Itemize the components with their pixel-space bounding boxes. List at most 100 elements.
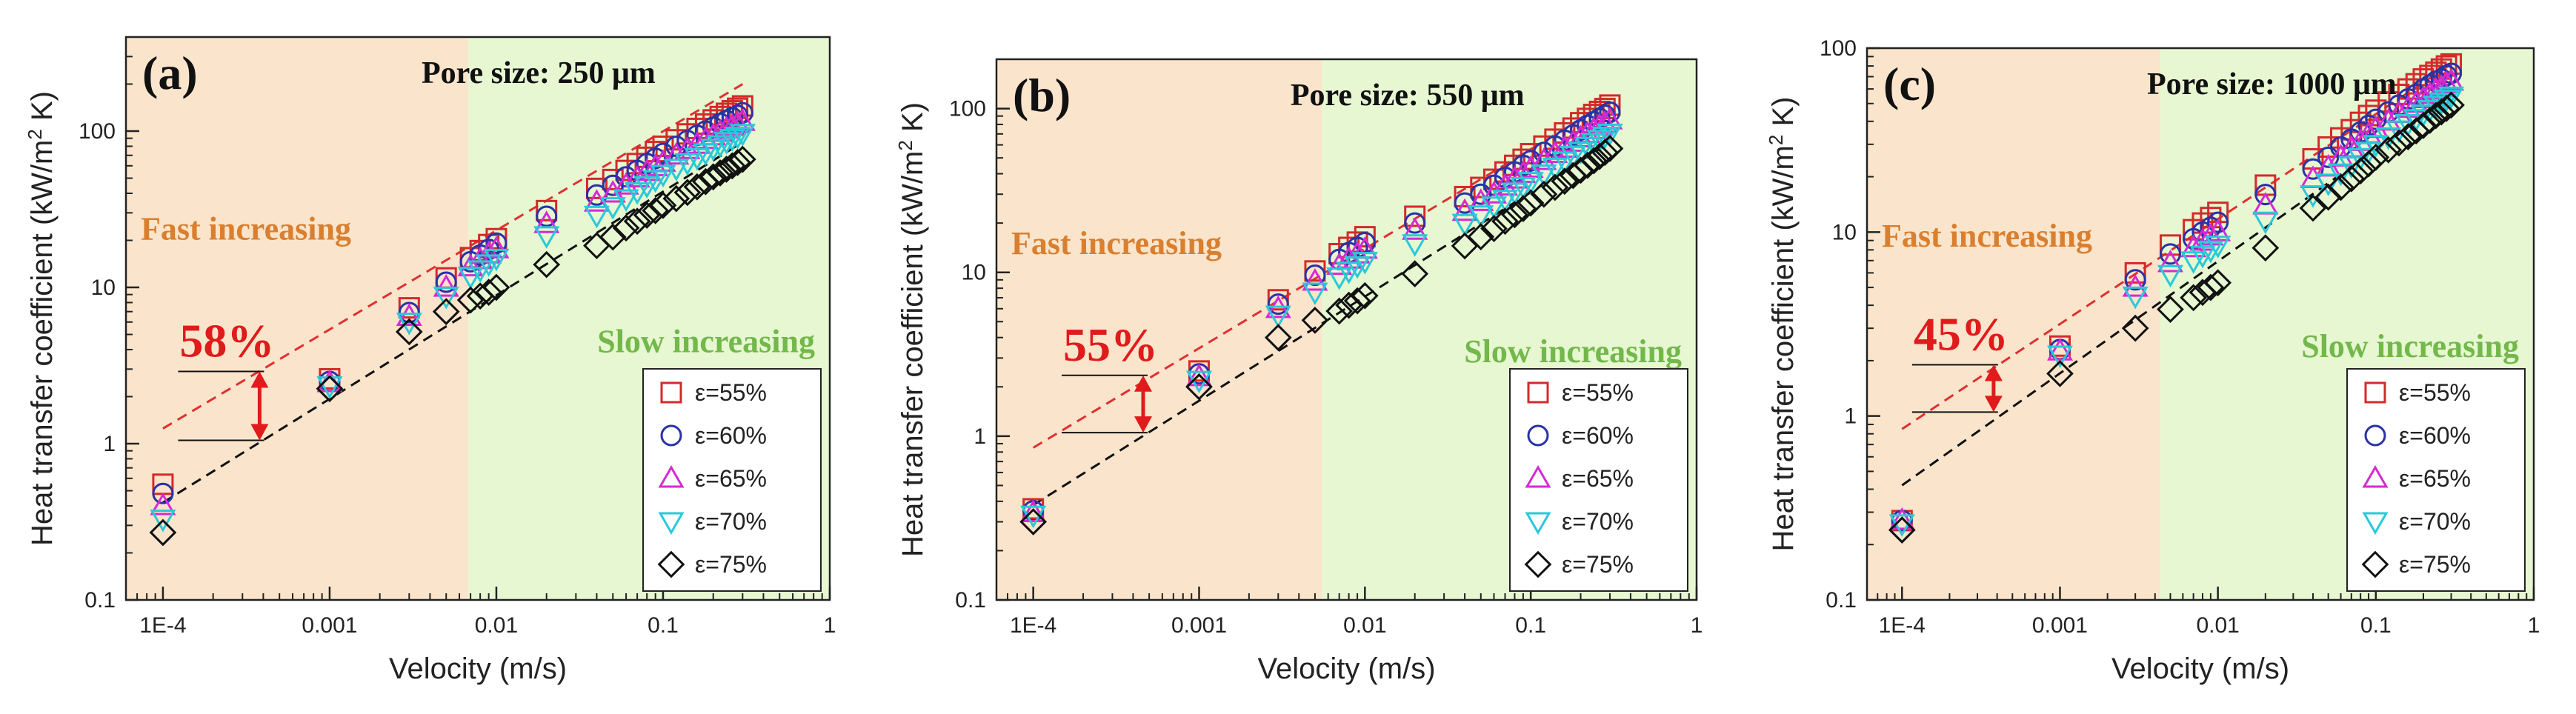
legend-marker (657, 550, 685, 578)
data-point (483, 236, 510, 258)
data-point (1501, 201, 1528, 229)
x-tick-label: 0.01 (475, 613, 518, 638)
data-point (1351, 281, 1379, 310)
y-tick-label: 0.1 (1826, 588, 1857, 613)
data-point (674, 153, 701, 176)
data-point (1264, 324, 1292, 352)
fast-increasing-label: Fast increasing (1011, 225, 1222, 261)
data-point (2433, 70, 2460, 93)
data-point (652, 142, 674, 164)
data-point (1185, 373, 1213, 401)
x-tick-label: 1 (2528, 613, 2540, 638)
data-point (1480, 196, 1508, 219)
data-point (1568, 141, 1594, 164)
data-point (2159, 234, 2181, 256)
series-5 (1888, 91, 2465, 544)
data-point (623, 207, 651, 236)
data-point (1491, 173, 1519, 196)
x-tick-label: 0.001 (1171, 613, 1227, 638)
x-tick-label: 1 (824, 613, 836, 638)
data-point (650, 164, 676, 188)
data-point (2346, 157, 2374, 185)
legend-label: ε=55% (1562, 379, 1634, 406)
data-point (1888, 507, 1915, 530)
data-point (2046, 338, 2074, 361)
data-point (149, 518, 177, 547)
data-point (2409, 111, 2437, 139)
legend-marker (1524, 550, 1552, 578)
data-point (1597, 123, 1623, 147)
data-point (652, 135, 674, 157)
legend-marker (1525, 512, 1551, 535)
data-point (599, 223, 627, 251)
y-tick-label: 0.1 (84, 588, 116, 613)
legend-label: ε=55% (695, 379, 767, 406)
series-4 (150, 124, 756, 533)
data-point (1185, 363, 1213, 387)
data-point (2157, 296, 2184, 324)
data-point (2180, 284, 2207, 312)
data-point (624, 182, 650, 205)
legend: ε=55% ε=60% ε=65% ε=70% ε=75% (642, 368, 822, 592)
data-point (1468, 188, 1494, 211)
data-point (2124, 269, 2146, 291)
data-point (2299, 194, 2327, 222)
data-point (1302, 268, 1328, 291)
panel-a: 1E-4 0.001 0.01 0.1 1 0.1 1 10 100 Velocity (m/s)… (24, 36, 836, 685)
data-point (2124, 261, 2146, 284)
legend-label: ε=75% (1562, 551, 1634, 578)
data-point (1491, 190, 1519, 213)
data-point (613, 189, 639, 213)
panel-title: Pore size: 1000 μm (2147, 67, 2397, 101)
y-tick-label: 10 (962, 261, 986, 285)
x-tick-label: 0.1 (2360, 613, 2392, 638)
data-point (435, 271, 457, 293)
data-point (2122, 274, 2149, 297)
data-point (1599, 94, 1621, 116)
fast-region (996, 59, 1322, 600)
data-point (2422, 101, 2450, 130)
data-point (2254, 184, 2277, 206)
data-point (1451, 213, 1478, 237)
data-point (2121, 314, 2149, 342)
arrow-head-down (1984, 396, 2003, 413)
data-point (150, 510, 176, 533)
x-axis-title: Velocity (m/s) (1257, 653, 1435, 685)
data-point (663, 159, 690, 181)
data-point (1402, 234, 1428, 257)
percent-label: 45% (1914, 307, 2008, 360)
plot-frame (995, 58, 1698, 601)
y-tick-label: 1 (103, 432, 116, 456)
data-point (2205, 218, 2231, 241)
data-point (706, 159, 734, 187)
legend-label: ε=70% (695, 508, 767, 535)
data-point (536, 199, 558, 221)
data-point (642, 196, 670, 224)
legend-marker (2362, 512, 2389, 535)
legend-marker (658, 465, 685, 488)
data-point (709, 105, 731, 127)
data-point (2327, 163, 2354, 187)
data-point (316, 375, 344, 403)
data-point (1580, 147, 1608, 175)
legend-label: ε=65% (695, 465, 767, 492)
data-point (2337, 164, 2366, 193)
data-point (433, 287, 459, 310)
legend-marker (1525, 465, 1551, 488)
panel-title: Pore size: 550 μm (1291, 79, 1525, 113)
arrow-head-down (250, 424, 269, 441)
x-tick-label: 1E-4 (139, 613, 186, 638)
data-point (1531, 164, 1557, 187)
data-point (2197, 273, 2225, 301)
data-point (700, 139, 727, 161)
legend-marker (660, 381, 682, 404)
fast-region (1867, 48, 2160, 600)
data-point (612, 214, 640, 242)
data-point (1551, 167, 1579, 196)
data-point (533, 226, 560, 249)
legend-label: ε=65% (2399, 465, 2471, 492)
data-point (1404, 212, 1426, 234)
data-point (2437, 91, 2465, 119)
data-point (2302, 158, 2324, 180)
